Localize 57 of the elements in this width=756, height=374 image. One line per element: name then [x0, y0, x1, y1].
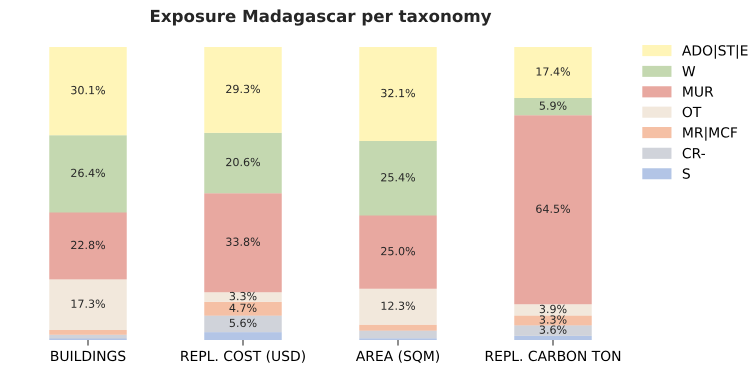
data-label: 3.3% — [540, 315, 566, 324]
legend-label: W — [682, 66, 696, 76]
bar — [514, 316, 592, 326]
bar — [204, 332, 282, 340]
bar — [359, 141, 437, 216]
data-label: 5.6% — [230, 318, 256, 328]
data-label: 33.8% — [226, 238, 260, 246]
data-label: 64.5% — [536, 204, 570, 213]
chart-title: Exposure Madagascar per taxonomy — [150, 9, 492, 26]
bar — [514, 98, 592, 116]
data-label: 3.9% — [540, 304, 566, 314]
x-tick-label: BUILDINGS — [51, 350, 126, 362]
data-label: 22.8% — [71, 240, 106, 250]
legend-label: OT — [682, 106, 702, 118]
bar — [359, 288, 437, 325]
data-label: 3.6% — [540, 325, 566, 334]
bar — [49, 212, 127, 280]
bar — [204, 132, 282, 194]
data-label: 26.4% — [71, 168, 106, 178]
bar — [49, 135, 127, 213]
bar — [204, 302, 282, 316]
data-label: 32.1% — [381, 88, 416, 98]
data-label: 17.4% — [536, 67, 570, 76]
bar — [514, 336, 592, 340]
bar — [359, 47, 437, 142]
data-label: 4.7% — [229, 304, 256, 312]
bar — [359, 215, 437, 289]
legend-label: S — [682, 168, 690, 179]
bar — [514, 325, 592, 336]
data-label: 17.3% — [72, 300, 106, 308]
x-tick-label: REPL. COST (USD) — [181, 350, 305, 363]
bar — [359, 324, 437, 331]
legend-label: MUR — [683, 86, 714, 97]
data-label: 3.3% — [230, 292, 256, 300]
legend-label: MR|MCF — [683, 126, 738, 141]
data-label: 5.9% — [540, 101, 566, 110]
bar — [49, 334, 127, 339]
bar — [204, 292, 282, 302]
data-label: 25.4% — [381, 173, 416, 182]
bar — [204, 193, 282, 292]
legend-label: CR- — [682, 148, 706, 158]
bar — [359, 330, 437, 338]
bar — [49, 330, 127, 335]
data-label: 20.6% — [226, 158, 260, 166]
x-tick-label: REPL. CARBON TON — [486, 350, 620, 362]
bar — [514, 115, 592, 304]
bar — [204, 47, 282, 133]
x-tick-label: AREA (SQM) — [356, 350, 440, 363]
data-label: 12.3% — [382, 302, 416, 310]
data-label: 29.3% — [226, 84, 260, 94]
bar — [49, 47, 127, 136]
legend-label: ADO|ST|E — [682, 44, 748, 59]
bar — [204, 316, 282, 332]
data-label: 25.0% — [381, 246, 416, 256]
bar — [514, 47, 592, 98]
data-label: 30.1% — [71, 86, 106, 94]
bar — [49, 279, 127, 330]
